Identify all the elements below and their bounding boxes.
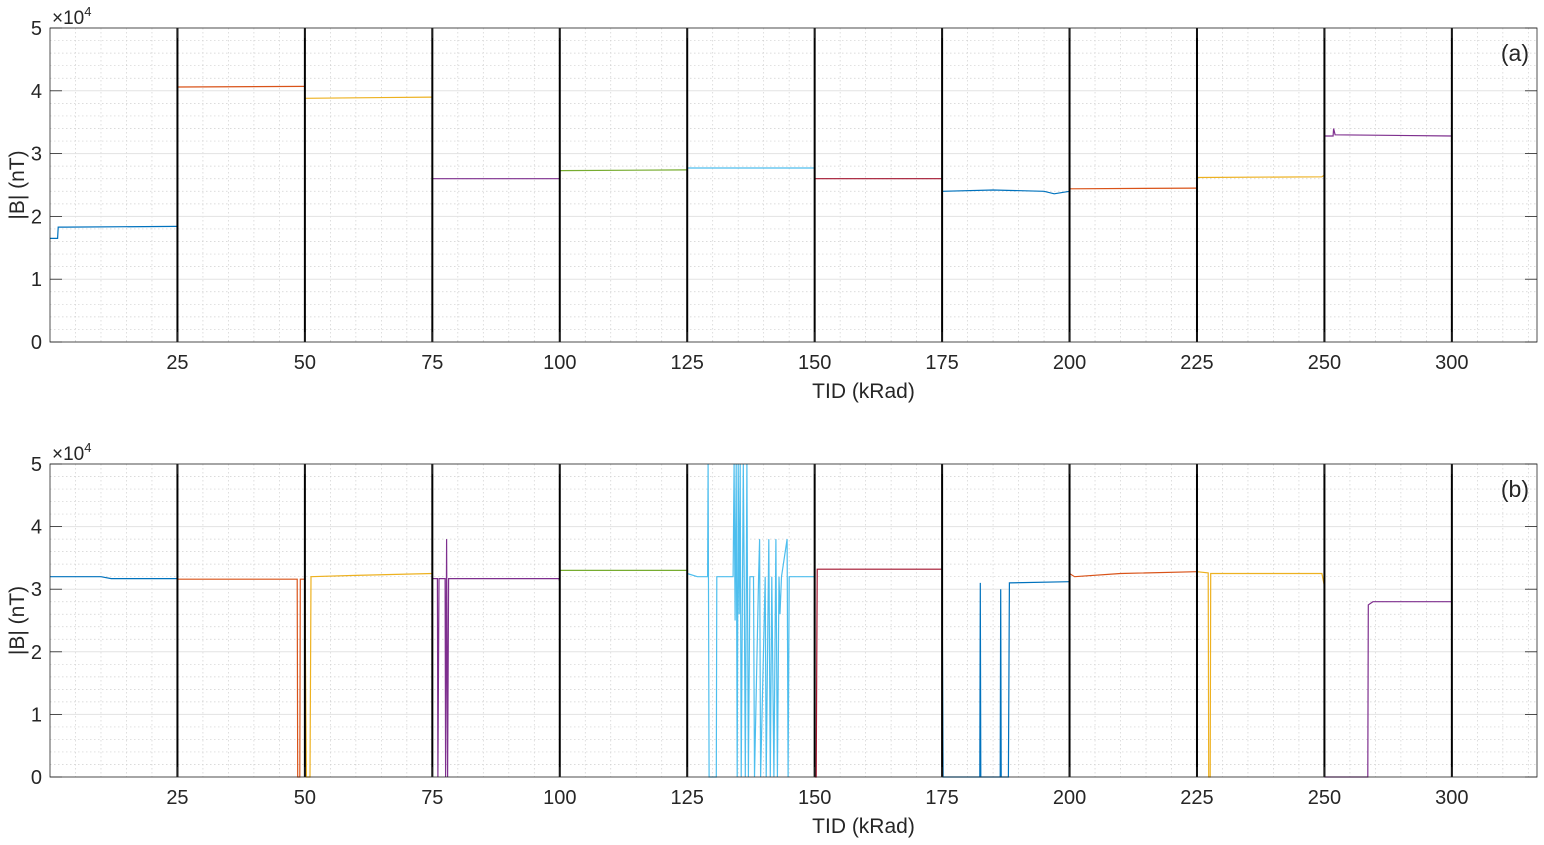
x-tick-label: 150 (798, 787, 831, 809)
series-segment-2 (177, 85, 305, 88)
y-tick-label: 2 (31, 206, 42, 228)
y-exponent-power: 4 (84, 440, 91, 455)
plot-area (50, 464, 1537, 777)
series-segment-6 (687, 463, 815, 778)
x-axis-label: TID (kRad) (812, 815, 915, 838)
x-axis-label: TID (kRad) (812, 380, 915, 403)
y-exponent-label: ×104 (52, 440, 91, 465)
series-segment-8 (942, 189, 1070, 195)
panel-a: 25 50 75 100 125 150 175 200 225 250 300 0 1 2 3 4 5 ×104… (6, 4, 1538, 403)
panel-label: (a) (1501, 40, 1529, 66)
x-tick-label: 175 (925, 352, 958, 374)
y-tick-label: 4 (31, 517, 42, 539)
series-segment-1 (50, 576, 178, 580)
y-tick-label: 5 (31, 454, 42, 476)
y-tick-label: 2 (31, 642, 42, 664)
series-segment-3 (304, 96, 433, 99)
y-tick-label: 5 (31, 18, 42, 40)
axes-box (49, 27, 1538, 343)
x-tick-label: 300 (1435, 352, 1468, 374)
x-tick-label: 50 (294, 787, 316, 809)
series-segment-3 (304, 572, 433, 778)
axes-box (49, 463, 1538, 778)
y-tick-label: 1 (31, 704, 42, 726)
y-tick-label: 3 (31, 579, 42, 601)
series-segment-9 (1069, 571, 1198, 578)
x-tick-label: 125 (671, 787, 704, 809)
x-tick-label: 75 (421, 787, 443, 809)
y-exponent-label: ×104 (52, 4, 91, 29)
series-segment-1 (50, 225, 178, 239)
x-tick-label: 150 (798, 352, 831, 374)
y-tick-label: 4 (31, 81, 42, 103)
panel-b: 25 50 75 100 125 150 175 200 225 250 300 0 1 2 3 4 5 ×104… (6, 440, 1538, 838)
x-tick-label: 250 (1308, 352, 1341, 374)
y-axis-label: |B| (nT) (6, 150, 29, 219)
x-tick-label: 100 (543, 352, 576, 374)
x-tick-label: 25 (166, 352, 188, 374)
y-tick-label: 0 (31, 767, 42, 789)
x-tick-label: 225 (1180, 787, 1213, 809)
x-tick-label: 125 (671, 352, 704, 374)
x-tick-label: 200 (1053, 787, 1086, 809)
series-segment-11 (1324, 128, 1452, 137)
y-exponent-power: 4 (84, 4, 91, 19)
series-segment-5 (559, 169, 688, 172)
x-tick-label: 200 (1053, 352, 1086, 374)
y-tick-label: 1 (31, 269, 42, 291)
x-tick-label: 25 (166, 787, 188, 809)
series-segment-9 (1069, 187, 1198, 190)
y-tick-label: 3 (31, 144, 42, 166)
x-tick-label: 75 (421, 352, 443, 374)
x-tick-label: 225 (1180, 352, 1213, 374)
y-tick-label: 0 (31, 332, 42, 354)
panel-label: (b) (1501, 476, 1529, 502)
plot-area (50, 28, 1537, 342)
x-tick-label: 300 (1435, 787, 1468, 809)
x-tick-label: 100 (543, 787, 576, 809)
x-tick-label: 50 (294, 352, 316, 374)
x-tick-label: 175 (925, 787, 958, 809)
y-axis-label: |B| (nT) (6, 586, 29, 655)
x-tick-label: 250 (1308, 787, 1341, 809)
